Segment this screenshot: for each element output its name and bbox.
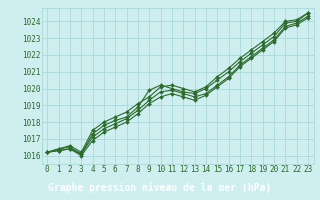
Text: Graphe pression niveau de la mer (hPa): Graphe pression niveau de la mer (hPa) [48,183,272,193]
